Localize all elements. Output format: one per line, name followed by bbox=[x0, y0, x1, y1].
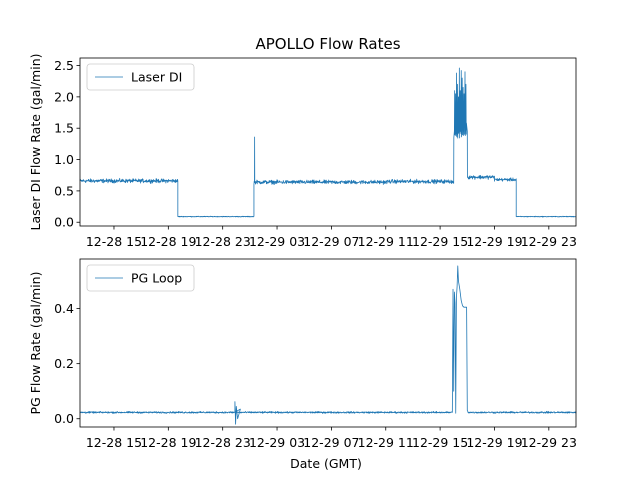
chart-title: APOLLO Flow Rates bbox=[255, 35, 400, 53]
y-tick-label: 0.0 bbox=[54, 215, 74, 230]
y-tick-label: 0.0 bbox=[54, 411, 74, 426]
x-tick-label: 12-29 07 bbox=[303, 435, 359, 450]
laser-di-line bbox=[79, 67, 576, 218]
y-tick-label: 1.0 bbox=[54, 152, 74, 167]
laser-di-y-ticks: 0.0 0.5 1.0 1.5 2.0 2.5 bbox=[54, 58, 80, 230]
pg-loop-legend-box bbox=[86, 264, 195, 292]
pg-loop-y-axis-label: PG Flow Rate (gal/min) bbox=[28, 272, 43, 415]
pg-loop-line bbox=[79, 265, 577, 425]
x-tick-label: 12-29 03 bbox=[249, 234, 305, 249]
y-tick-label: 0.4 bbox=[54, 301, 74, 316]
pg-loop-axes-frame bbox=[79, 258, 577, 428]
x-tick-label: 12-29 11 bbox=[358, 435, 414, 450]
x-tick-label: 12-28 23 bbox=[195, 234, 251, 249]
y-tick-label: 0.2 bbox=[54, 356, 74, 371]
x-tick-label: 12-29 15 bbox=[412, 435, 468, 450]
x-tick-label: 12-28 19 bbox=[140, 435, 196, 450]
x-tick-label: 12-29 11 bbox=[358, 234, 414, 249]
x-tick-label: 12-29 23 bbox=[521, 435, 577, 450]
laser-di-axes-frame bbox=[79, 57, 577, 227]
pg-loop-series bbox=[79, 265, 577, 425]
laser-di-legend-label: Laser DI bbox=[131, 70, 182, 85]
y-tick-label: 2.0 bbox=[54, 89, 74, 104]
laser-di-series bbox=[79, 67, 576, 218]
x-tick-label: 12-29 23 bbox=[521, 234, 577, 249]
x-tick-label: 12-29 07 bbox=[303, 234, 359, 249]
laser-di-legend: Laser DI bbox=[86, 63, 195, 91]
x-tick-label: 12-29 15 bbox=[412, 234, 468, 249]
y-tick-label: 1.5 bbox=[54, 121, 74, 136]
laser-di-legend-box bbox=[86, 63, 195, 91]
x-tick-label: 12-29 03 bbox=[249, 435, 305, 450]
x-tick-label: 12-28 19 bbox=[140, 234, 196, 249]
laser-di-y-axis-label: Laser DI Flow Rate (gal/min) bbox=[28, 54, 43, 231]
pg-loop-y-ticks: 0.0 0.2 0.4 bbox=[54, 301, 80, 426]
x-tick-label: 12-28 23 bbox=[195, 435, 251, 450]
x-tick-label: 12-29 19 bbox=[466, 234, 522, 249]
x-tick-label: 12-28 15 bbox=[86, 234, 142, 249]
x-axis-label: Date (GMT) bbox=[290, 456, 362, 471]
y-tick-label: 2.5 bbox=[54, 58, 74, 73]
y-tick-label: 0.5 bbox=[54, 183, 74, 198]
pg-loop-legend: PG Loop bbox=[86, 264, 195, 292]
x-tick-label: 12-28 15 bbox=[86, 435, 142, 450]
pg-loop-legend-label: PG Loop bbox=[131, 271, 182, 286]
x-tick-label: 12-29 19 bbox=[466, 435, 522, 450]
